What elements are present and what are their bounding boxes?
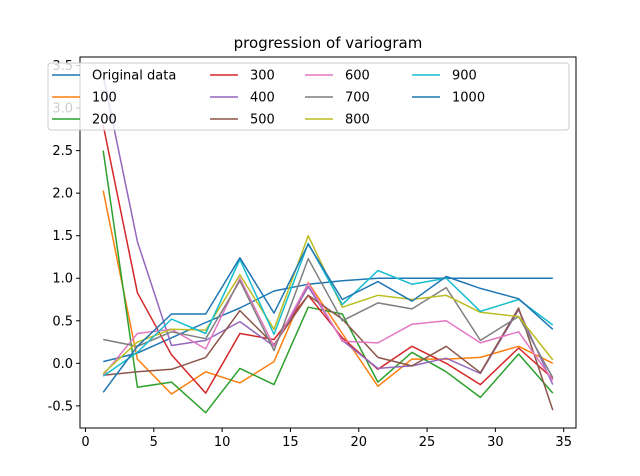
series-line-500 bbox=[103, 294, 554, 411]
x-tick-label: 30 bbox=[487, 435, 504, 450]
x-tick-label: 5 bbox=[150, 435, 158, 450]
x-tick-label: 20 bbox=[350, 435, 367, 450]
y-tick-label: -0.5 bbox=[48, 399, 73, 414]
legend-label: 600 bbox=[345, 69, 370, 84]
series-line-700 bbox=[103, 257, 554, 379]
plot-frame bbox=[79, 56, 577, 429]
series-line-300 bbox=[102, 124, 554, 394]
legend-label: 1000 bbox=[452, 91, 485, 106]
x-tick-label: 10 bbox=[214, 435, 231, 450]
y-tick-label: 1.0 bbox=[52, 272, 73, 287]
legend-label: 300 bbox=[250, 69, 275, 84]
series-line-900 bbox=[102, 242, 554, 377]
legend: Original data 100 200 300 400 500 600 700 800 900… bbox=[47, 62, 570, 131]
x-tick-label: 0 bbox=[81, 435, 89, 450]
legend-label: 900 bbox=[452, 69, 477, 84]
series-line-200 bbox=[102, 150, 554, 414]
series-line-original-data bbox=[103, 277, 553, 363]
legend-label: 100 bbox=[92, 91, 117, 106]
series-layer bbox=[102, 75, 554, 414]
x-axis: 0 5 10 15 20 25 30 35 bbox=[81, 428, 572, 450]
legend-label: 500 bbox=[250, 113, 275, 128]
legend-label: 200 bbox=[92, 113, 117, 128]
legend-label: 800 bbox=[345, 113, 370, 128]
legend-label: Original data bbox=[92, 69, 176, 84]
legend-label: 700 bbox=[345, 91, 370, 106]
y-tick-label: 0.5 bbox=[52, 314, 73, 329]
x-tick-label: 35 bbox=[555, 435, 572, 450]
legend-label: 400 bbox=[250, 91, 275, 106]
y-tick-label: 2.0 bbox=[52, 187, 73, 202]
y-tick-label: 2.5 bbox=[52, 144, 73, 159]
series-line-1000 bbox=[102, 243, 554, 393]
x-tick-label: 25 bbox=[419, 435, 436, 450]
x-tick-label: 15 bbox=[282, 435, 299, 450]
y-tick-label: 0.0 bbox=[52, 357, 73, 372]
chart-title: progression of variogram bbox=[234, 34, 423, 52]
y-tick-label: 1.5 bbox=[52, 229, 73, 244]
